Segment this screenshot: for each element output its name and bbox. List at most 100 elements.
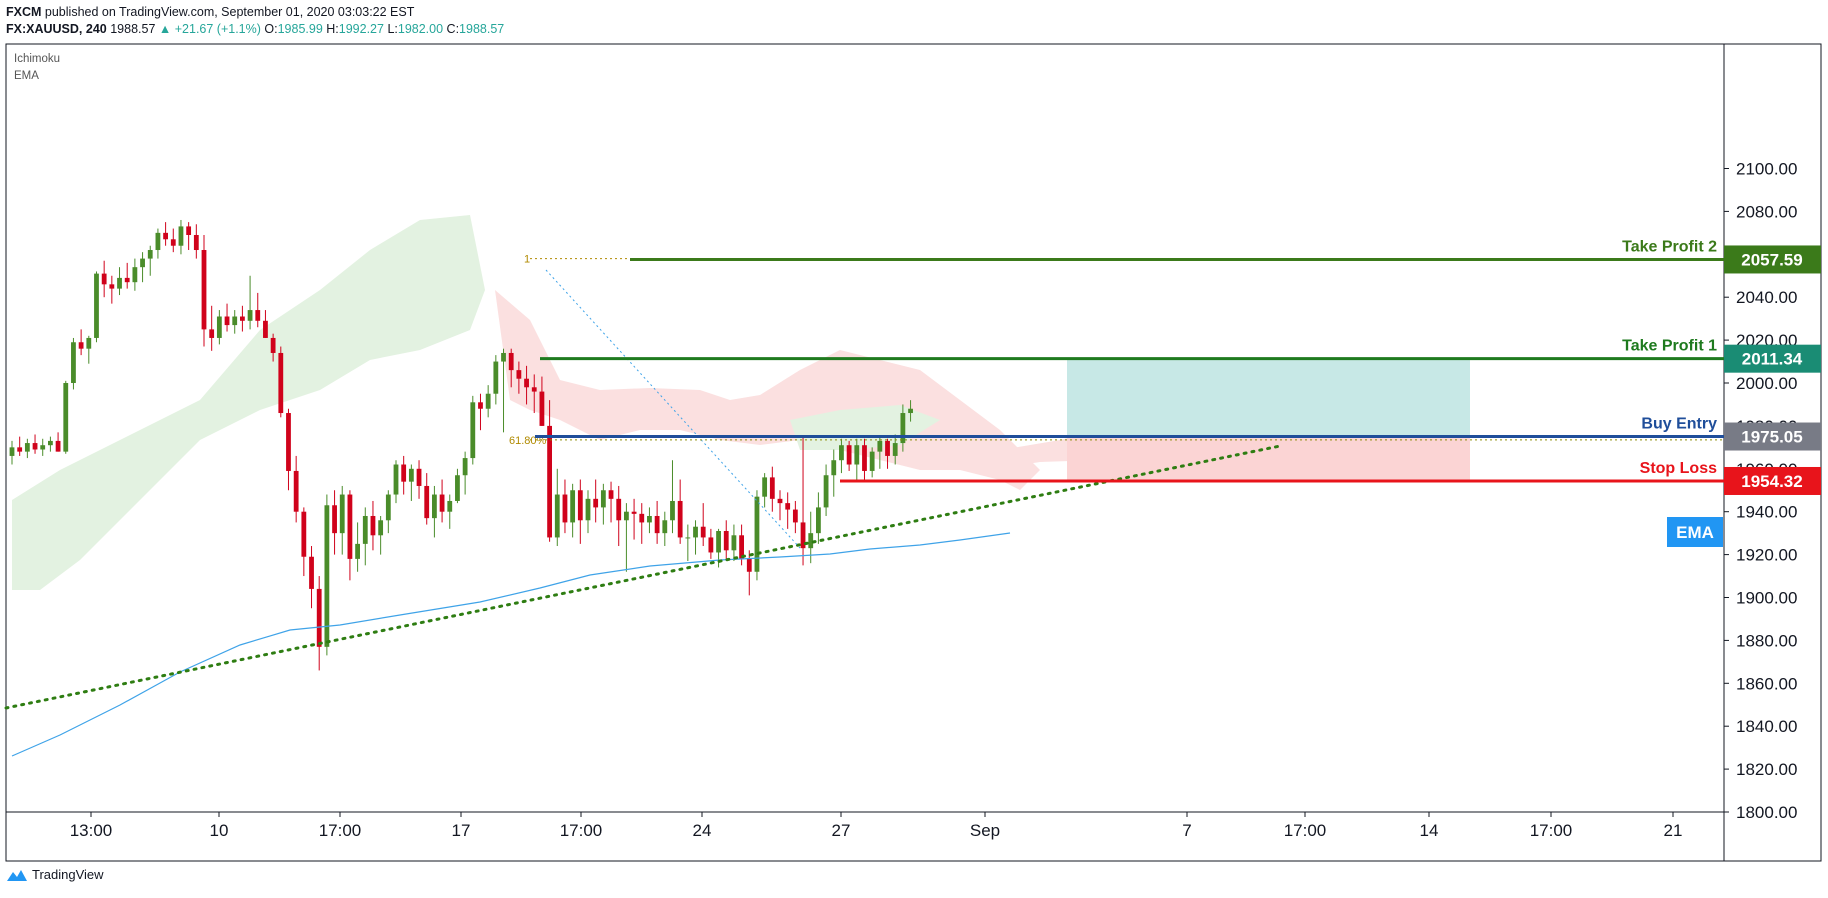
tradingview-footer: TradingView xyxy=(6,867,104,882)
candle-body xyxy=(293,470,299,512)
candle-body xyxy=(447,500,453,512)
price-tag-0 xyxy=(1724,245,1821,274)
indicator-ichimoku[interactable]: Ichimoku xyxy=(14,53,61,65)
price-tag-text-3: 1954.32 xyxy=(1741,472,1802,491)
candle-body xyxy=(501,352,506,362)
ichimoku-cloud-green xyxy=(12,215,485,590)
candle-body xyxy=(869,451,875,471)
candle-body xyxy=(117,277,122,289)
candle-body xyxy=(355,543,360,559)
candle-body xyxy=(78,342,84,349)
x-tick-label: 17:00 xyxy=(1530,821,1573,840)
candle-body xyxy=(800,522,806,549)
x-tick-label: 17:00 xyxy=(319,821,362,840)
candle-body xyxy=(439,494,445,512)
candle-body xyxy=(209,329,215,338)
level-label-2: Buy Entry xyxy=(1641,416,1717,433)
candle-body xyxy=(263,320,268,338)
candle-body xyxy=(140,258,145,268)
candle-body xyxy=(577,490,583,521)
candle-body xyxy=(485,393,491,409)
candle-body xyxy=(531,387,537,392)
candle-body xyxy=(55,440,61,452)
candle-body xyxy=(708,537,714,553)
y-tick-label: 1940.00 xyxy=(1736,503,1797,522)
candle-body xyxy=(178,226,184,246)
candle-body xyxy=(424,485,430,519)
price-tag-text-1: 2011.34 xyxy=(1742,350,1803,369)
close-label: C: xyxy=(446,22,460,36)
candle-body xyxy=(539,391,545,426)
candle-body xyxy=(478,402,483,409)
candle-body xyxy=(186,226,192,235)
open-value: 1985.99 xyxy=(277,22,323,36)
candle-body xyxy=(892,443,898,456)
candle-body xyxy=(401,464,407,482)
candle-body xyxy=(508,352,514,371)
candle-body xyxy=(316,588,322,647)
level-label-3: Stop Loss xyxy=(1640,460,1717,477)
candle-body xyxy=(362,515,368,544)
candle-body xyxy=(462,458,468,476)
high-label: H: xyxy=(326,22,339,36)
candle-body xyxy=(631,511,637,514)
candle-body xyxy=(393,464,399,495)
candle-body xyxy=(255,310,261,321)
ichimoku-cloud-red xyxy=(495,290,1040,490)
candle-body xyxy=(324,505,330,647)
candle-body xyxy=(608,490,614,499)
indicator-ema[interactable]: EMA xyxy=(14,70,39,82)
indicator-legend: Ichimoku EMA xyxy=(14,51,60,85)
candle-body xyxy=(731,535,737,551)
candle-body xyxy=(670,500,675,521)
candle-body xyxy=(677,500,683,538)
candle-body xyxy=(216,316,222,338)
y-tick-label: 2100.00 xyxy=(1736,160,1797,179)
symbol-label: FX:XAUUSD, 240 xyxy=(6,22,107,36)
trend-line xyxy=(4,444,1282,710)
candle-body xyxy=(278,352,284,414)
candle-body xyxy=(370,515,376,536)
candle-body xyxy=(808,533,814,549)
candle-body xyxy=(147,250,153,259)
candle-body xyxy=(639,513,645,523)
candle-body xyxy=(746,558,752,572)
x-tick-label: 10 xyxy=(210,821,229,840)
candle-body xyxy=(224,316,230,326)
price-tag-3 xyxy=(1724,466,1821,495)
last-price: 1988.57 xyxy=(110,22,156,36)
candle-body xyxy=(124,277,130,283)
candle-body xyxy=(385,494,391,521)
candle-body xyxy=(723,531,729,551)
candle-body xyxy=(193,234,199,251)
candle-body xyxy=(155,232,161,251)
y-tick-label: 1840.00 xyxy=(1736,717,1797,736)
candle-body xyxy=(301,511,307,557)
price-tag-text-0: 2057.59 xyxy=(1741,250,1802,269)
candle-body xyxy=(109,284,115,289)
candle-body xyxy=(562,494,568,523)
tradingview-logo-icon xyxy=(7,869,27,881)
candle-body xyxy=(201,250,207,330)
candle-body xyxy=(885,440,890,456)
candle-body xyxy=(616,498,622,521)
candle-body xyxy=(600,490,606,508)
tradingview-logo-text[interactable]: TradingView xyxy=(32,867,104,882)
y-tick-label: 1820.00 xyxy=(1736,760,1797,779)
x-tick-label: 17:00 xyxy=(1284,821,1327,840)
open-label: O: xyxy=(264,22,278,36)
level-label-1: Take Profit 1 xyxy=(1622,338,1717,355)
price-tag-text-2: 1975.05 xyxy=(1741,428,1802,447)
candle-body xyxy=(816,507,821,534)
candle-body xyxy=(777,498,783,504)
chart-frame xyxy=(5,43,1822,862)
candle-body xyxy=(739,535,744,559)
y-tick-label: 1900.00 xyxy=(1736,589,1797,608)
candle-body xyxy=(132,267,138,283)
target-zone xyxy=(1067,358,1470,437)
candle-body xyxy=(754,496,760,572)
publisher-name: FXCM xyxy=(6,5,42,19)
candle-body xyxy=(48,440,53,446)
ema-tag-text: EMA xyxy=(1676,523,1714,542)
